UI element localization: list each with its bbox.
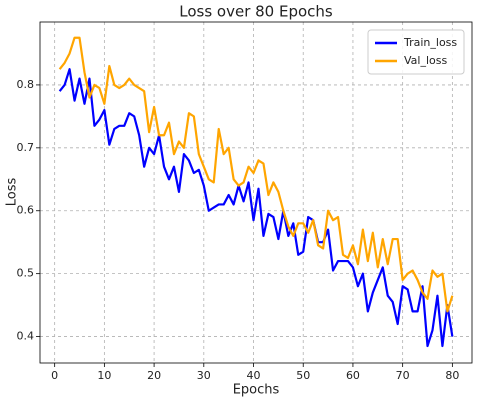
x-tick-label: 70 xyxy=(396,369,410,382)
x-tick-label: 50 xyxy=(296,369,310,382)
legend-label: Train_loss xyxy=(403,36,457,49)
x-tick-label: 80 xyxy=(445,369,459,382)
x-tick-label: 20 xyxy=(147,369,161,382)
legend-label: Val_loss xyxy=(404,54,447,67)
x-axis-label: Epochs xyxy=(233,383,280,398)
series-line xyxy=(58,68,454,348)
y-axis-label: Loss xyxy=(5,178,20,207)
legend-box xyxy=(367,29,465,75)
legend: Train_loss Val_loss xyxy=(367,29,465,75)
x-tick-label: 40 xyxy=(247,369,261,382)
x-tick-label: 0 xyxy=(51,369,58,382)
y-tick-label: 0.7 xyxy=(17,141,35,154)
chart-title: Loss over 80 Epochs xyxy=(179,3,333,21)
y-tick-label: 0.6 xyxy=(17,204,35,217)
y-tick-label: 0.5 xyxy=(17,267,35,280)
x-tick-label: 10 xyxy=(97,369,111,382)
y-tick-label: 0.4 xyxy=(17,330,35,343)
y-tick-label: 0.8 xyxy=(17,78,35,91)
x-tick-label: 60 xyxy=(346,369,360,382)
plot-frame xyxy=(39,21,473,364)
x-tick-label: 30 xyxy=(197,369,211,382)
series-line xyxy=(58,36,454,313)
